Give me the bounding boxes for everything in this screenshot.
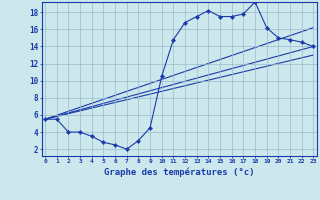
X-axis label: Graphe des températures (°c): Graphe des températures (°c)	[104, 167, 254, 177]
